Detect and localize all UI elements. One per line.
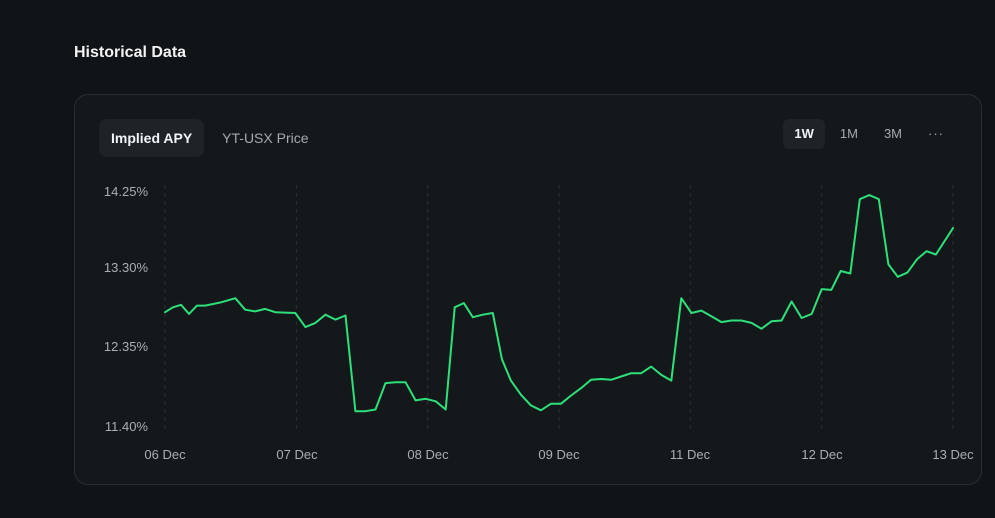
tab-yt-usx-price[interactable]: YT-USX Price (222, 130, 309, 146)
range-1m-button[interactable]: 1M (839, 126, 858, 141)
time-range-selector: 1W 1M 3M ··· (783, 119, 955, 149)
historical-data-card: Implied APY YT-USX Price 1W 1M 3M ··· 14… (74, 94, 982, 485)
section-title: Historical Data (74, 44, 187, 61)
x-tick-label: 06 Dec (144, 447, 186, 462)
range-1w-button[interactable]: 1W (783, 119, 825, 149)
tab-implied-apy[interactable]: Implied APY (99, 119, 205, 157)
x-axis: 06 Dec 07 Dec 08 Dec 09 Dec 11 Dec 12 De… (144, 447, 974, 462)
implied-apy-series-line (164, 194, 954, 413)
more-options-icon[interactable]: ··· (928, 126, 944, 141)
x-tick-label: 07 Dec (276, 447, 318, 462)
y-tick-label: 11.40% (105, 419, 149, 434)
y-tick-label: 12.35% (104, 339, 149, 354)
y-tick-label: 14.25% (104, 184, 149, 199)
implied-apy-chart: 14.25% 13.30% 12.35% 11.40% 06 Dec 07 De… (104, 184, 974, 462)
range-3m-button[interactable]: 3M (883, 126, 902, 141)
chart-grid (164, 185, 954, 433)
y-tick-label: 13.30% (104, 260, 149, 275)
y-axis: 14.25% 13.30% 12.35% 11.40% (104, 184, 149, 434)
x-tick-label: 12 Dec (801, 447, 843, 462)
x-tick-label: 11 Dec (670, 447, 711, 462)
x-tick-label: 09 Dec (538, 447, 580, 462)
metric-tabs: Implied APY YT-USX Price (99, 119, 321, 157)
x-tick-label: 08 Dec (407, 447, 449, 462)
x-tick-label: 13 Dec (932, 447, 974, 462)
